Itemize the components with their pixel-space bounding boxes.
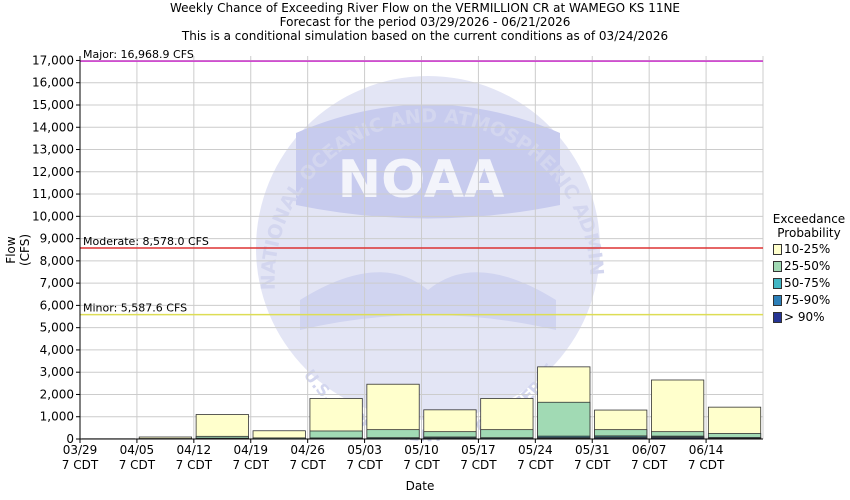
legend-label: 75-90% (784, 293, 831, 307)
x-tick-label-date: 04/26 (290, 443, 325, 457)
x-tick-label-time: 7 CDT (631, 458, 668, 472)
y-axis-tick-labels: 0 1,000 2,000 3,000 4,000 5,000 6,000 7,000 8,00… (32, 53, 74, 446)
x-tick-label-time: 7 CDT (119, 458, 156, 472)
threshold-label: Minor: 5,587.6 CFS (83, 302, 187, 315)
chart-gridlines (76, 56, 764, 443)
y-tick-label: 6,000 (40, 298, 74, 312)
x-tick-label-time: 7 CDT (176, 458, 213, 472)
y-tick-label: 2,000 (40, 387, 74, 401)
threshold-label: Major: 16,968.9 CFS (83, 48, 194, 61)
chart-title: Weekly Chance of Exceeding River Flow on… (169, 1, 681, 15)
legend-label: 25-50% (784, 259, 831, 273)
y-tick-label: 16,000 (32, 76, 74, 90)
x-tick-label-date: 06/14 (689, 443, 724, 457)
legend-swatch (773, 278, 782, 289)
x-tick-label-time: 7 CDT (403, 458, 440, 472)
x-tick-label-date: 05/10 (404, 443, 439, 457)
legend-label: 50-75% (784, 276, 831, 290)
x-tick-label-time: 7 CDT (62, 458, 99, 472)
legend-title-line-2: Probability (777, 226, 841, 240)
x-tick-label-time: 7 CDT (688, 458, 725, 472)
x-tick-label-time: 7 CDT (289, 458, 326, 472)
legend-swatch (773, 244, 782, 255)
y-tick-label: 14,000 (32, 120, 74, 134)
legend-item: 75-90% (768, 292, 850, 308)
y-axis-label: Flow (CFS) (4, 233, 32, 267)
chart-subtitle-conditions: This is a conditional simulation based o… (181, 29, 669, 43)
chart-subtitle-period: Forecast for the period 03/29/2026 - 06/… (279, 15, 571, 29)
x-tick-label-time: 7 CDT (517, 458, 554, 472)
legend-item: 10-25% (768, 241, 850, 257)
y-tick-label: 0 (66, 432, 74, 446)
bar-10-25-04-12 (195, 414, 249, 440)
x-tick-label-date: 05/17 (461, 443, 496, 457)
y-tick-label: 12,000 (32, 165, 74, 179)
legend-label: 10-25% (784, 242, 831, 256)
y-tick-label: 17,000 (32, 53, 74, 67)
y-tick-label: 8,000 (40, 254, 74, 268)
y-tick-label: 5,000 (40, 321, 74, 335)
legend-item: 50-75% (768, 275, 850, 291)
threshold-label: Moderate: 8,578.0 CFS (83, 235, 209, 248)
x-tick-label-time: 7 CDT (460, 458, 497, 472)
y-tick-label: 3,000 (40, 365, 74, 379)
legend-swatch (773, 312, 782, 323)
watermark-wave (300, 272, 556, 330)
x-tick-label-date: 04/12 (177, 443, 212, 457)
chart-bars (81, 366, 762, 440)
x-tick-label-date: 05/24 (518, 443, 553, 457)
legend-swatch (773, 261, 782, 272)
x-tick-label-time: 7 CDT (574, 458, 611, 472)
y-tick-label: 1,000 (40, 410, 74, 424)
y-tick-label: 10,000 (32, 209, 74, 223)
x-tick-label-time: 7 CDT (233, 458, 270, 472)
legend-title-line-1: Exceedance (772, 212, 846, 226)
legend-label: > 90% (784, 310, 825, 324)
y-tick-label: 4,000 (40, 343, 74, 357)
x-tick-label-date: 03/29 (63, 443, 98, 457)
legend-item: 25-50% (768, 258, 850, 274)
x-tick-label-date: 05/31 (575, 443, 610, 457)
x-tick-label-date: 04/05 (120, 443, 155, 457)
legend-item: > 90% (768, 309, 850, 325)
x-tick-label-date: 04/19 (233, 443, 268, 457)
y-tick-label: 9,000 (40, 232, 74, 246)
x-tick-label-time: 7 CDT (346, 458, 383, 472)
watermark-bird-top (296, 104, 560, 219)
x-axis-label: Date (405, 479, 435, 493)
threshold-lines: Major: 16,968.9 CFS Moderate: 8,578.0 CFS… (80, 48, 763, 316)
bar-25-50-05-24 (537, 401, 591, 440)
y-tick-label: 15,000 (32, 98, 74, 112)
y-tick-label: 7,000 (40, 276, 74, 290)
bar-10-25-06-07 (651, 379, 705, 440)
x-tick-label-date: 06/07 (632, 443, 667, 457)
y-tick-label: 11,000 (32, 187, 74, 201)
chart-axes (79, 56, 763, 440)
x-tick-label-date: 05/03 (347, 443, 382, 457)
legend-items: 10-25% 25-50% 50-75% 75-90% > 90% (768, 241, 850, 325)
legend: Exceedance Probability 10-25% 25-50% 50-75… (768, 212, 850, 325)
y-tick-label: 13,000 (32, 143, 74, 157)
legend-swatch (773, 295, 782, 306)
